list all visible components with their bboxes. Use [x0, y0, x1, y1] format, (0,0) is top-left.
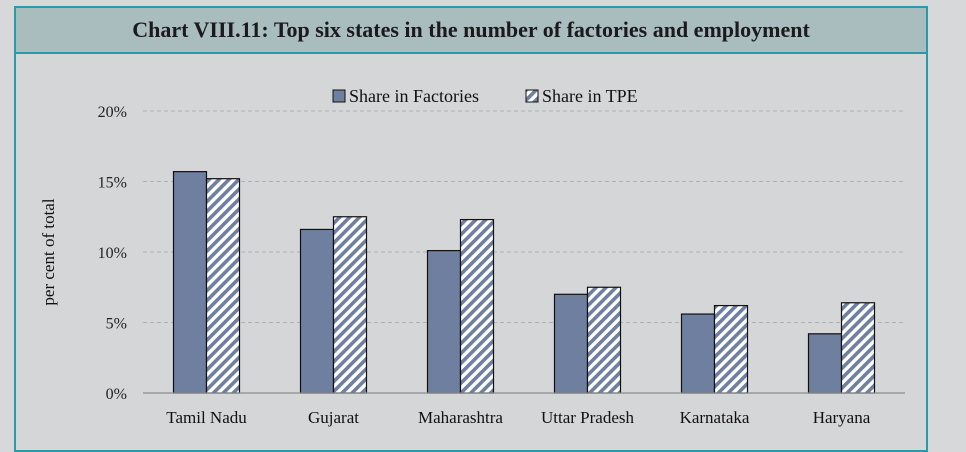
bar-tpe: [332, 216, 368, 394]
legend-swatch-factories: [332, 89, 346, 103]
bar-factories: [553, 293, 589, 394]
y-tick-label: 5%: [106, 316, 127, 333]
y-tick-label: 15%: [98, 175, 127, 192]
x-category-label: Uttar Pradesh: [541, 408, 635, 427]
chart-title-bar: Chart VIII.11: Top six states in the num…: [16, 8, 926, 54]
x-category-label: Tamil Nadu: [166, 408, 247, 427]
y-tick-label: 0%: [106, 386, 127, 403]
legend-label-tpe: Share in TPE: [542, 86, 638, 106]
bar-tpe: [840, 302, 876, 394]
y-axis-ticks: 0% 5% 10% 15% 20%: [98, 104, 127, 403]
bar-factories: [172, 171, 208, 394]
legend-swatch-tpe: [525, 89, 539, 103]
bars: [172, 171, 876, 394]
legend-label-factories: Share in Factories: [349, 86, 479, 106]
x-category-label: Maharashtra: [418, 408, 503, 427]
x-category-label: Gujarat: [308, 408, 359, 427]
x-category-label: Karnataka: [680, 408, 750, 427]
bar-tpe: [586, 286, 622, 394]
y-tick-label: 10%: [98, 245, 127, 262]
bar-tpe: [205, 178, 241, 394]
bar-factories: [807, 333, 843, 394]
bar-tpe: [713, 304, 749, 394]
bar-factories: [426, 249, 462, 394]
legend: Share in Factories Share in TPE: [332, 86, 638, 106]
bar-tpe: [459, 218, 495, 394]
y-axis-label: per cent of total: [39, 198, 58, 305]
bar-factories: [680, 313, 716, 394]
x-category-label: Haryana: [813, 408, 871, 427]
gridlines: [143, 110, 905, 323]
x-axis-categories: Tamil Nadu Gujarat Maharashtra Uttar Prades…: [166, 408, 870, 427]
y-tick-label: 20%: [98, 104, 127, 121]
chart-title: Chart VIII.11: Top six states in the num…: [132, 17, 810, 42]
bar-factories: [299, 228, 335, 394]
